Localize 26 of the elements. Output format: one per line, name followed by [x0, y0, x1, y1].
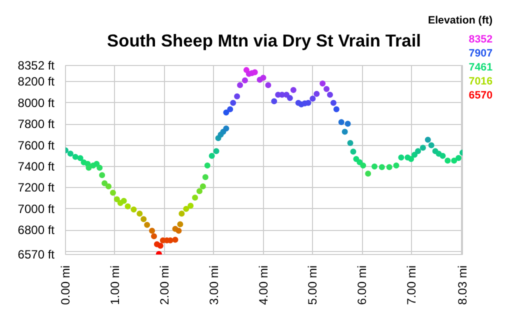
text: 7907 [468, 48, 493, 60]
text: 6570 [468, 90, 493, 102]
x-tick-label: 3.00 mi [206, 265, 221, 305]
y-tick-label: 6570 ft [18, 248, 56, 262]
x-tick-label: 1.00 mi [108, 265, 122, 305]
chart-title: South Sheep Mtn via Dry St Vrain Trail [107, 30, 421, 50]
y-tick-label: 7800 ft [18, 117, 56, 132]
text: Elevation (ft) [428, 14, 493, 26]
y-tick-label: 7200 ft [18, 180, 56, 195]
x-tick-label: 8.03 mi [456, 265, 470, 305]
x-tick-label: 2.00 mi [157, 265, 172, 305]
y-tick-label: 7600 ft [18, 138, 56, 152]
y-tick-label: 8000 ft [18, 96, 56, 110]
y-tick-label: 7000 ft [18, 202, 56, 216]
text: 7016 [468, 76, 493, 88]
x-tick-label: 0.00 mi [58, 265, 72, 305]
y-tick-label: 6800 ft [18, 223, 56, 238]
x-tick-label: 7.00 mi [404, 265, 419, 305]
x-tick-label: 4.00 mi [256, 265, 270, 305]
x-tick-label: 6.00 mi [355, 265, 370, 305]
x-tick-label: 5.00 mi [306, 265, 320, 305]
y-tick-label: 8352 ft [18, 58, 56, 72]
y-tick-label: 8200 ft [18, 74, 56, 89]
text: 7461 [468, 62, 493, 74]
y-tick-label: 7400 ft [18, 159, 56, 174]
text: 8352 [468, 34, 493, 46]
